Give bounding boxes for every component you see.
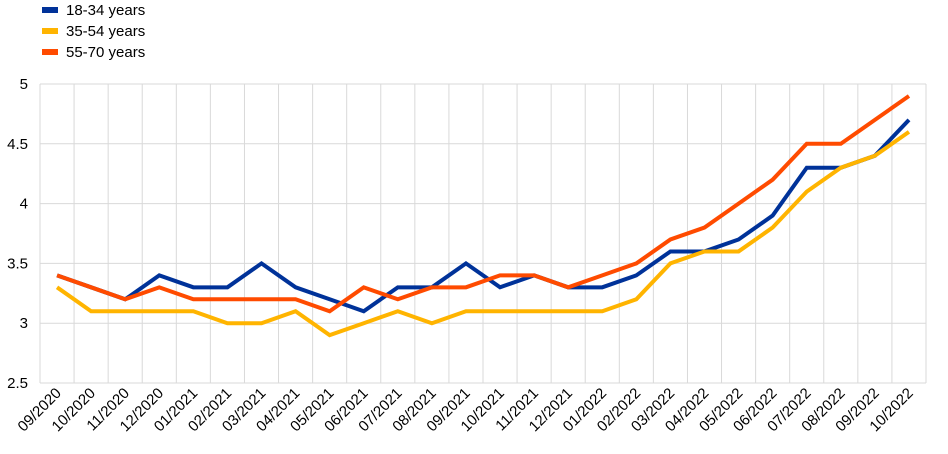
- y-tick-label: 4: [20, 196, 28, 213]
- legend-item: 18-34 years: [42, 2, 145, 19]
- legend-item: 35-54 years: [42, 23, 145, 40]
- series-line: [55, 130, 911, 338]
- legend-label: 35-54 years: [66, 23, 145, 40]
- y-tick-label: 3: [20, 315, 28, 332]
- y-tick-label: 3.5: [7, 255, 28, 272]
- legend: 18-34 years 35-54 years 55-70 years: [42, 2, 145, 61]
- legend-swatch: [42, 28, 58, 34]
- y-tick-label: 5: [20, 76, 28, 93]
- y-tick-label: 2.5: [7, 375, 28, 392]
- legend-swatch: [42, 49, 58, 55]
- series-2: [55, 130, 911, 338]
- series-lines: [55, 94, 911, 338]
- y-axis-tick-labels: 2.5 3 3.5 4 4.5 5: [7, 76, 28, 392]
- legend-label: 55-70 years: [66, 44, 145, 61]
- y-tick-label: 4.5: [7, 136, 28, 153]
- series-line: [56, 94, 911, 314]
- series-3: [56, 94, 911, 314]
- x-axis-tick-labels: 09/202010/202011/202012/202001/202102/20…: [14, 385, 916, 435]
- series-line: [56, 118, 911, 314]
- grid-lines: [39, 83, 927, 384]
- legend-item: 55-70 years: [42, 44, 145, 61]
- legend-label: 18-34 years: [66, 2, 145, 19]
- legend-swatch: [42, 7, 58, 13]
